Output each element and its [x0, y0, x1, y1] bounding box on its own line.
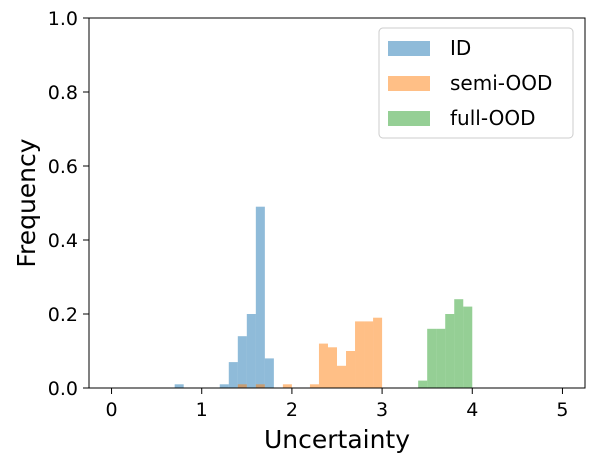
legend-swatch-full-ood — [388, 111, 430, 126]
legend-swatch-id — [388, 41, 430, 56]
x-axis: 0 1 2 3 4 5 — [105, 388, 569, 421]
plot-frame — [88, 17, 586, 389]
legend-label-id: ID — [450, 36, 471, 60]
bar-semi-ood-10 — [373, 317, 383, 388]
bar-full-ood-4 — [454, 299, 464, 388]
x-tick-label: 0 — [105, 399, 117, 421]
y-tick-label: 0.4 — [48, 230, 78, 252]
legend-label-full-ood: full-OOD — [450, 106, 536, 130]
bar-semi-ood-9 — [364, 321, 374, 388]
bar-semi-ood-5 — [327, 347, 337, 388]
x-tick-label: 5 — [556, 399, 568, 421]
bar-semi-ood-7 — [346, 351, 356, 388]
bar-id-0 — [174, 384, 184, 388]
bar-id-5 — [255, 206, 265, 388]
bar-id-6 — [264, 358, 274, 388]
x-tick-label: 2 — [286, 399, 298, 421]
legend-label-semi-ood: semi-OOD — [450, 71, 552, 95]
bar-id-3 — [237, 336, 247, 388]
bar-full-ood-3 — [445, 314, 455, 388]
bar-semi-ood-3 — [309, 384, 319, 388]
bar-id-2 — [228, 362, 238, 388]
bar-semi-ood-2 — [282, 384, 292, 388]
bar-id-4 — [246, 314, 256, 388]
bar-id-1 — [219, 384, 229, 388]
y-tick-label: 0.2 — [48, 304, 78, 326]
y-tick-label: 0.8 — [48, 82, 78, 104]
y-tick-label: 0.6 — [48, 156, 78, 178]
bar-full-ood-1 — [427, 328, 437, 388]
x-tick-label: 3 — [376, 399, 388, 421]
bar-semi-ood-0 — [237, 384, 247, 388]
y-tick-label: 0.0 — [48, 378, 78, 400]
bar-full-ood-2 — [436, 328, 446, 388]
bars-layer — [174, 206, 473, 388]
bar-full-ood-5 — [463, 306, 473, 388]
bar-semi-ood-4 — [318, 343, 328, 388]
bar-semi-ood-8 — [355, 321, 365, 388]
legend-swatch-semi-ood — [388, 76, 430, 91]
x-tick-label: 4 — [466, 399, 478, 421]
bar-semi-ood-6 — [337, 365, 347, 388]
x-tick-label: 1 — [196, 399, 208, 421]
y-axis: 0.0 0.2 0.4 0.6 0.8 1.0 — [48, 8, 89, 400]
bar-full-ood-0 — [418, 380, 428, 388]
legend: ID semi-OOD full-OOD — [378, 27, 574, 139]
y-tick-label: 1.0 — [48, 8, 78, 30]
y-axis-label: Frequency — [12, 138, 41, 267]
bar-semi-ood-1 — [255, 384, 265, 388]
x-axis-label: Uncertainty — [264, 425, 410, 454]
